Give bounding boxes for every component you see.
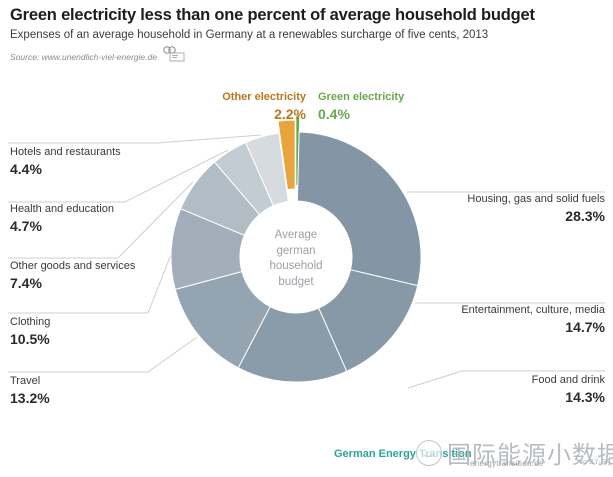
subtitle: Expenses of an average household in Germ… [10,29,489,41]
source-logo-icon [162,46,188,67]
leader-line-travel [8,336,198,373]
page-title: Green electricity less than one percent … [10,6,535,24]
slice-other-electricity [277,119,296,191]
header: Green electricity less than one percent … [10,6,603,67]
leader-line-hotels-and-restaurants [8,134,262,144]
leader-line-health-and-education [8,149,229,203]
watermark-logo-icon [416,440,442,466]
leader-line-food-and-drink [407,370,605,389]
watermark-text: 国际能源小数据 [447,441,613,469]
leader-line-other-goods-and-services [8,181,194,259]
donut-hole [240,201,352,313]
donut-center-label: Average german household budget [269,229,323,288]
site-url: energytransition.de [470,459,544,468]
cc-license-badge: cc BY-SA [579,459,611,466]
source-text: Source: www.unendlich-viel-energie.de [10,51,157,62]
leader-line-clothing [8,251,173,314]
